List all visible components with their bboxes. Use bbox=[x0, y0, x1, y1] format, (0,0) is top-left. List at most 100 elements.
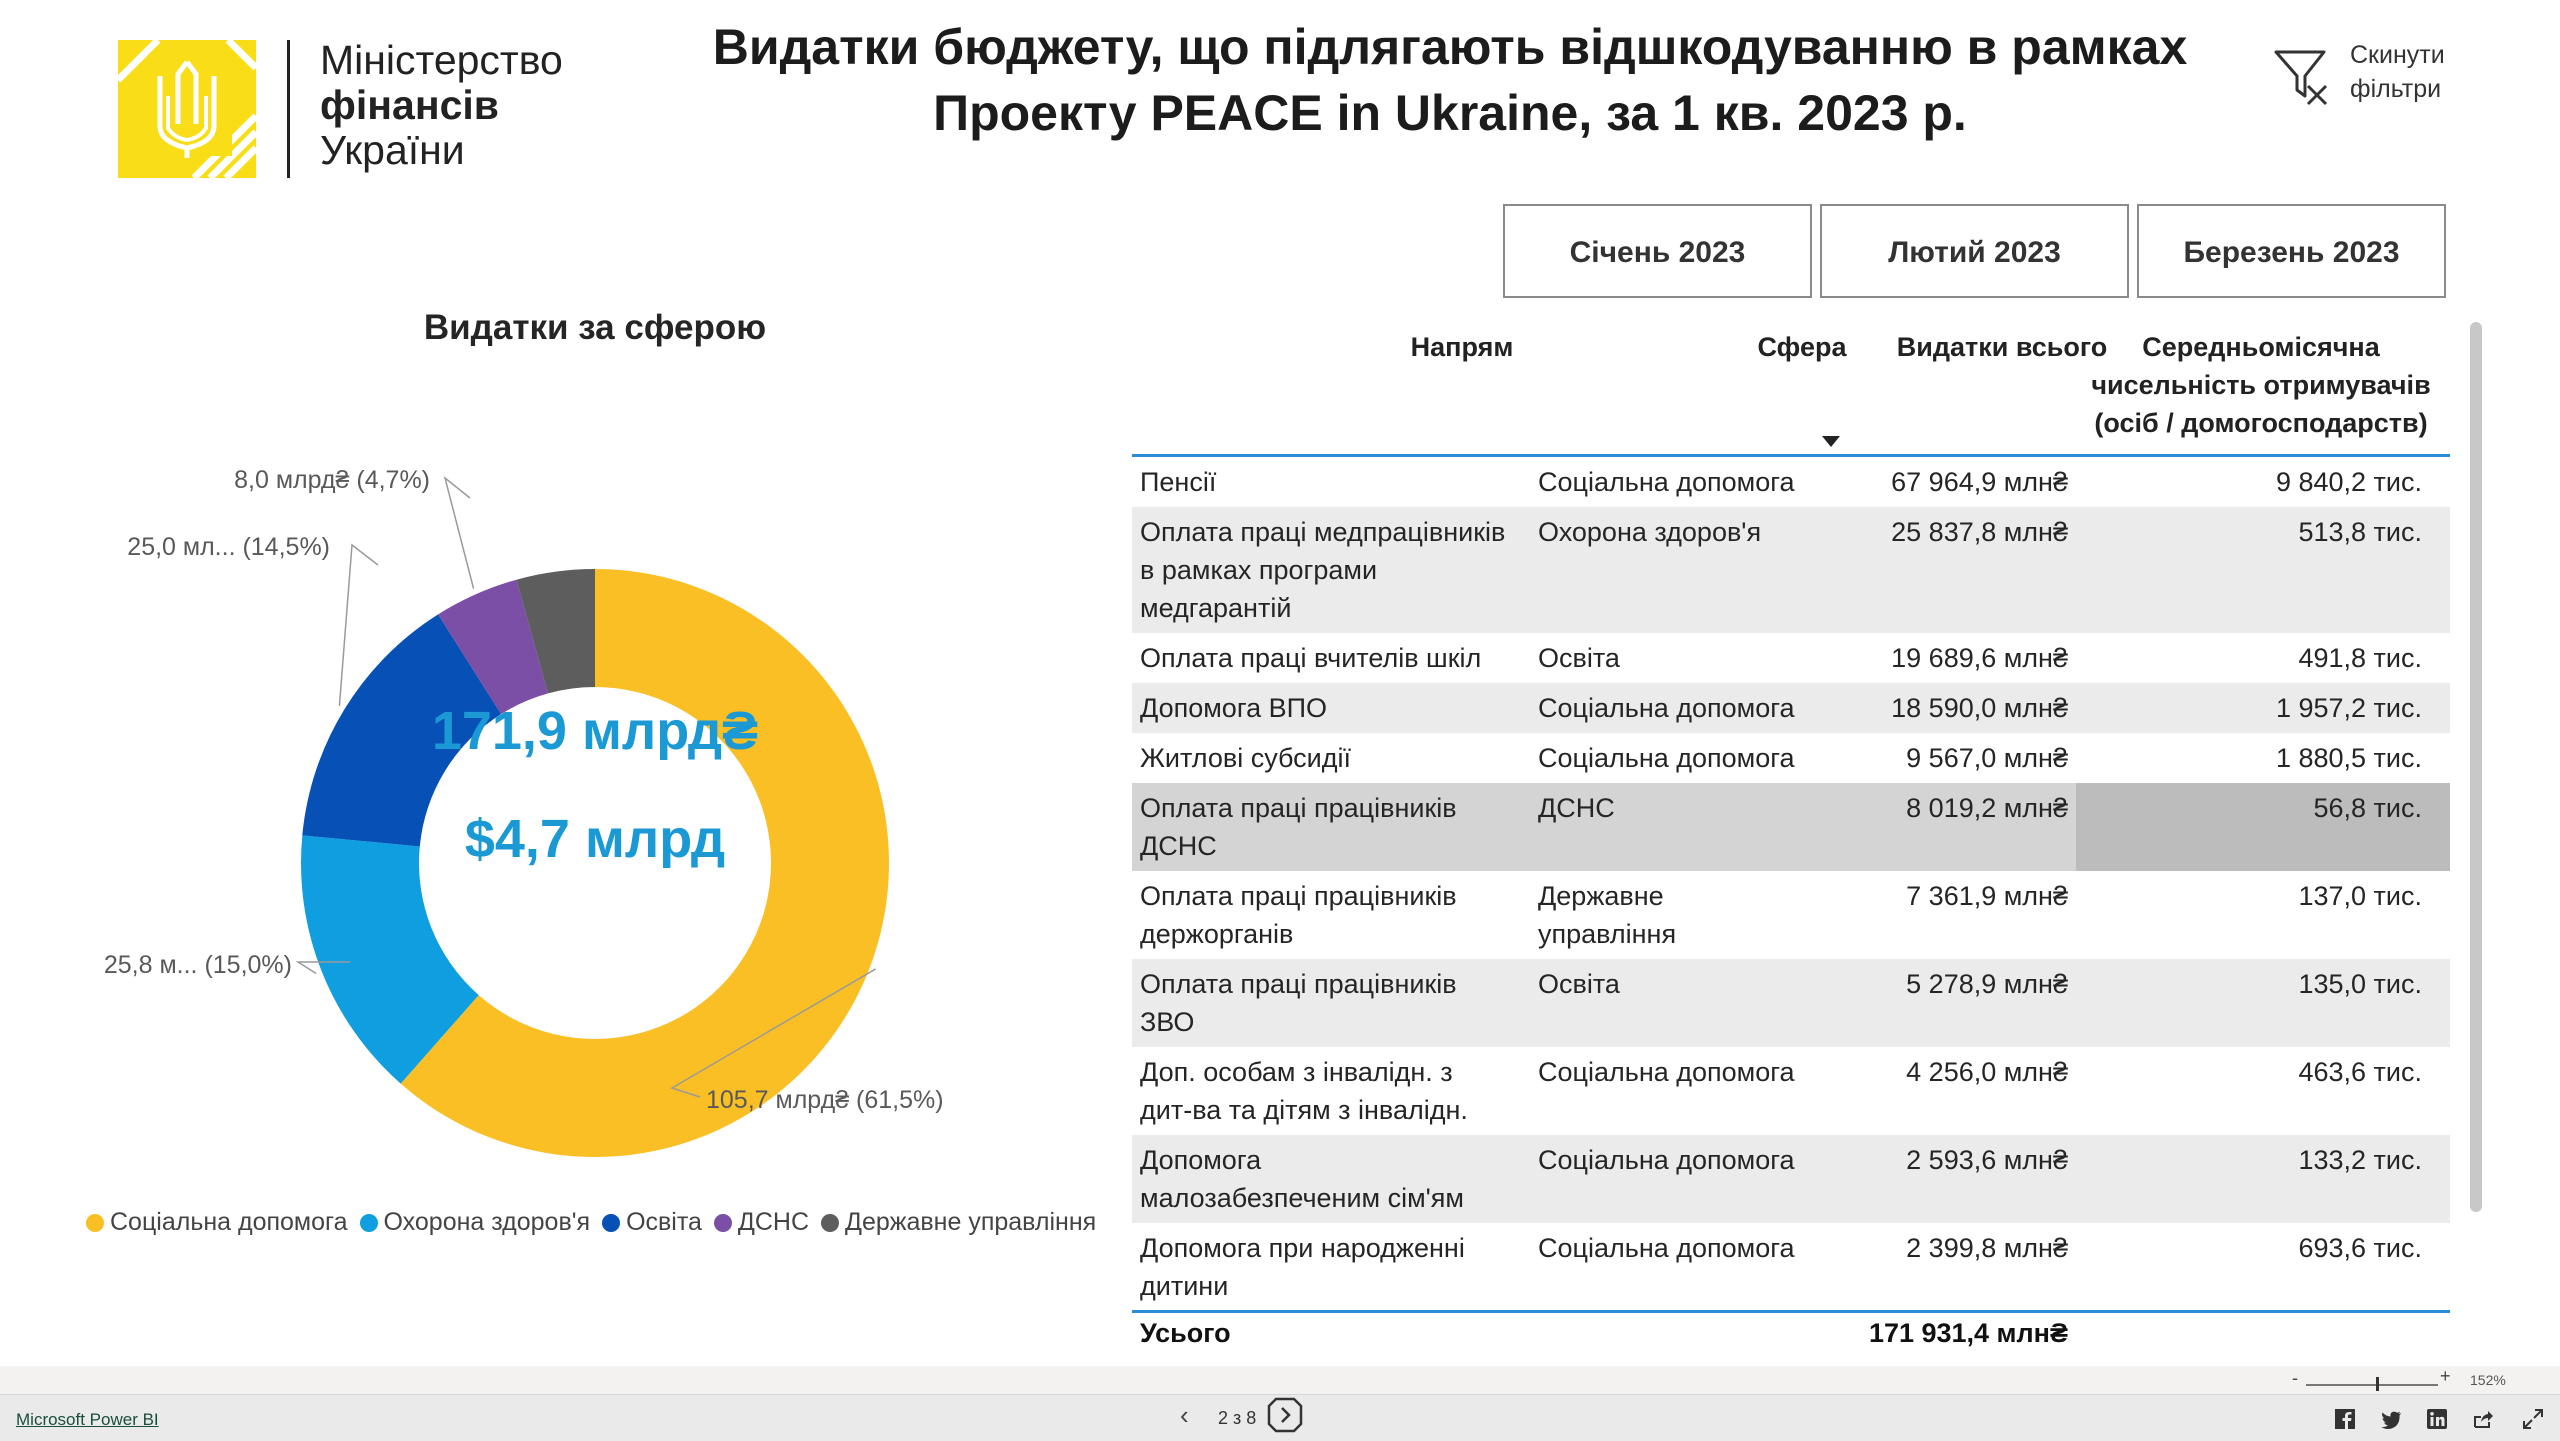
column-header-sphere[interactable]: Сфера bbox=[1757, 332, 1847, 362]
column-header-recipients[interactable]: Середньомісячна чисельність отримувачів … bbox=[2072, 328, 2450, 442]
cell-sphere: ДСНС bbox=[1538, 793, 1615, 823]
table-row[interactable]: Оплата праці працівників держорганів Держа… bbox=[1132, 871, 2450, 959]
table-row[interactable]: Допомога при народженні дитини Соціальна д… bbox=[1132, 1223, 2450, 1311]
legend-item-education[interactable]: Освіта bbox=[602, 1208, 702, 1237]
cell-total: 4 256,0 млн₴ bbox=[1906, 1057, 2068, 1087]
legend-label: Соціальна допомога bbox=[110, 1208, 348, 1236]
legend-item-dsns[interactable]: ДСНС bbox=[713, 1208, 810, 1237]
zoom-out-button[interactable]: - bbox=[2292, 1368, 2298, 1388]
legend-label: ДСНС bbox=[737, 1208, 810, 1236]
cell-total: 19 689,6 млн₴ bbox=[1891, 643, 2068, 673]
share-icon[interactable] bbox=[2472, 1408, 2494, 1430]
table-row[interactable]: Допомога ВПО Соціальна допомога 18 590,0 м… bbox=[1132, 683, 2450, 733]
table-row[interactable]: Оплата праці медпрацівників в рамках прог… bbox=[1132, 507, 2450, 633]
cell-direction: Допомога малозабезпеченим сім'ям bbox=[1140, 1145, 1464, 1213]
table-total-label: Усього bbox=[1140, 1318, 1231, 1348]
table-row[interactable]: Оплата праці працівників ЗВО Освіта 5 278,9… bbox=[1132, 959, 2450, 1047]
donut-slice-1[interactable] bbox=[301, 835, 479, 1084]
zoom-level: 152% bbox=[2470, 1372, 2506, 1388]
cell-sphere: Державне управління bbox=[1538, 881, 1677, 949]
reset-filters-label-line1: Скинути bbox=[2350, 41, 2445, 69]
cell-sphere: Соціальна допомога bbox=[1538, 467, 1795, 497]
reset-filters-label-line2: фільтри bbox=[2350, 75, 2442, 103]
powerbi-brand-link[interactable]: Microsoft Power BI bbox=[16, 1410, 159, 1429]
table-row[interactable]: Пенсії Соціальна допомога 67 964,9 млн₴ 9 8… bbox=[1132, 457, 2450, 507]
table-header: Напрям Сфера Видатки всього Середньоміся… bbox=[1132, 320, 2450, 454]
leader-line-0 bbox=[670, 968, 877, 1098]
legend-label: Освіта bbox=[626, 1208, 702, 1236]
data-label-0: 105,7 млрд₴ (61,5%) bbox=[706, 1086, 944, 1114]
zoom-in-button[interactable]: + bbox=[2440, 1366, 2451, 1386]
cell-total: 2 399,8 млн₴ bbox=[1906, 1233, 2068, 1263]
donut-slice-0[interactable] bbox=[400, 569, 889, 1157]
column-header-recipients-line2: чисельність отримувачів bbox=[2091, 370, 2431, 400]
donut-center-total-usd: $4,7 млрд bbox=[464, 809, 726, 869]
legend-label: Охорона здоров'я bbox=[383, 1208, 591, 1236]
data-label-3: 8,0 млрд₴ (4,7%) bbox=[234, 466, 430, 494]
table-row[interactable]: Оплата праці вчителів шкіл Освіта 19 689,6… bbox=[1132, 633, 2450, 683]
ministry-logo bbox=[118, 40, 256, 178]
legend-item-health[interactable]: Охорона здоров'я bbox=[359, 1208, 591, 1237]
column-header-total[interactable]: Видатки всього bbox=[1896, 332, 2108, 362]
month-button-january[interactable]: Січень 2023 bbox=[1503, 204, 1812, 298]
legend-swatch bbox=[86, 1213, 104, 1232]
cell-sphere: Соціальна допомога bbox=[1538, 743, 1795, 773]
reset-filters-button[interactable]: Скинути фільтри bbox=[2272, 38, 2472, 108]
leader-line-2 bbox=[338, 543, 379, 706]
ministry-name-line3: України bbox=[320, 127, 465, 173]
cell-recipients: 137,0 тис. bbox=[2298, 881, 2422, 911]
donut-slice-4[interactable] bbox=[516, 569, 595, 694]
chart-legend: Соціальна допомога Охорона здоров'я Осві… bbox=[86, 1208, 1108, 1237]
donut-slice-2[interactable] bbox=[302, 614, 502, 847]
zoom-slider-track[interactable] bbox=[2306, 1384, 2438, 1386]
chart-title: Видатки за сферою bbox=[423, 308, 767, 347]
donut-chart: 105,7 млрд₴ (61,5%) 25,8 м... (15,0%) 25,0… bbox=[104, 466, 944, 1157]
legend-item-government[interactable]: Державне управління bbox=[821, 1208, 1096, 1237]
sort-descending-icon[interactable] bbox=[1822, 436, 1840, 447]
data-label-2: 25,0 мл... (14,5%) bbox=[127, 533, 330, 561]
twitter-icon[interactable] bbox=[2380, 1408, 2402, 1430]
cell-direction: Пенсії bbox=[1140, 467, 1217, 497]
cell-sphere: Соціальна допомога bbox=[1538, 693, 1795, 723]
cell-sphere: Соціальна допомога bbox=[1538, 1233, 1795, 1263]
report-title: Видатки бюджету, що підлягають відшкодув… bbox=[640, 14, 2260, 146]
cell-sphere: Охорона здоров'я bbox=[1538, 517, 1762, 547]
donut-slice-3[interactable] bbox=[438, 579, 548, 715]
cell-sphere: Соціальна допомога bbox=[1538, 1145, 1795, 1175]
fullscreen-icon[interactable] bbox=[2522, 1408, 2544, 1430]
facebook-icon[interactable] bbox=[2334, 1408, 2356, 1430]
cell-direction: Оплата праці вчителів шкіл bbox=[1140, 643, 1482, 673]
cell-direction: Допомога ВПО bbox=[1140, 693, 1328, 723]
ministry-name-line1: Міністерство bbox=[320, 37, 563, 83]
cell-recipients: 135,0 тис. bbox=[2298, 969, 2422, 999]
table-body[interactable]: Пенсії Соціальна допомога 67 964,9 млн₴ 9 8… bbox=[1132, 457, 2450, 1312]
cell-recipients: 491,8 тис. bbox=[2298, 643, 2422, 673]
month-button-february[interactable]: Лютий 2023 bbox=[1820, 204, 2129, 298]
table-row[interactable]: Оплата праці працівників ДСНС ДСНС 8 019,2 … bbox=[1132, 783, 2450, 871]
cell-sphere: Освіта bbox=[1538, 643, 1620, 673]
table-row[interactable]: Житлові субсидії Соціальна допомога 9 567,… bbox=[1132, 733, 2450, 783]
reset-filters-label: Скинути фільтри bbox=[2350, 38, 2445, 106]
clear-filter-icon bbox=[2274, 50, 2328, 106]
cell-direction: Оплата праці працівників ДСНС bbox=[1140, 793, 1457, 861]
data-label-1: 25,8 м... (15,0%) bbox=[104, 951, 292, 979]
legend-item-social[interactable]: Соціальна допомога bbox=[86, 1208, 348, 1237]
linkedin-icon[interactable] bbox=[2426, 1408, 2448, 1430]
zoom-slider-thumb[interactable] bbox=[2376, 1377, 2379, 1391]
powerbi-footer-bar bbox=[0, 1394, 2560, 1441]
cell-recipients: 9 840,2 тис. bbox=[2275, 467, 2422, 497]
column-header-direction[interactable]: Напрям bbox=[1410, 332, 1514, 362]
column-header-recipients-line1: Середньомісячна bbox=[2142, 332, 2380, 362]
cell-recipients: 1 957,2 тис. bbox=[2275, 693, 2422, 723]
zoom-strip bbox=[0, 1366, 2560, 1394]
next-page-button[interactable] bbox=[1266, 1396, 1304, 1434]
previous-page-button[interactable]: ‹ bbox=[1180, 1400, 1189, 1430]
cell-total: 5 278,9 млн₴ bbox=[1906, 969, 2068, 999]
month-button-march[interactable]: Березень 2023 bbox=[2137, 204, 2446, 298]
table-row[interactable]: Доп. особам з інвалідн. з дит-ва та дітям… bbox=[1132, 1047, 2450, 1135]
legend-swatch bbox=[821, 1213, 840, 1232]
donut-center-total-uah: 171,9 млрд₴ bbox=[431, 701, 759, 761]
cell-total: 67 964,9 млн₴ bbox=[1891, 467, 2068, 497]
table-scrollbar[interactable] bbox=[2470, 322, 2482, 1212]
table-row[interactable]: Допомога малозабезпеченим сім'ям Соціальна… bbox=[1132, 1135, 2450, 1223]
